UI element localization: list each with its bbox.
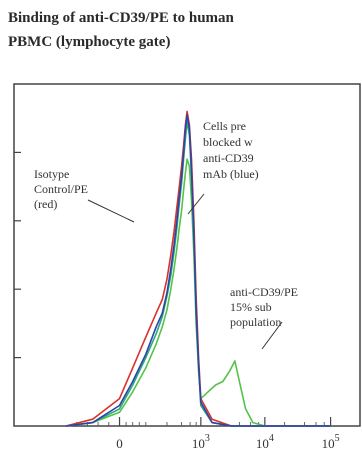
x-tick-label: 103 bbox=[192, 433, 210, 451]
annotation-text: Isotype bbox=[34, 167, 69, 181]
series-line bbox=[65, 158, 331, 427]
x-tick-label: 105 bbox=[322, 433, 340, 451]
annotation-pointer bbox=[261, 321, 283, 350]
plot-frame bbox=[13, 83, 361, 427]
chart-title: Binding of anti-CD39/PE to human PBMC (l… bbox=[8, 6, 358, 54]
annotation-text: 15% sub bbox=[230, 300, 272, 314]
annotation-text: Control/PE bbox=[34, 182, 88, 196]
annotation-pointer bbox=[187, 193, 205, 215]
annotation-pointer bbox=[87, 199, 135, 223]
x-axis-ticks: 0 103 104 105 bbox=[76, 417, 340, 451]
series-layer bbox=[65, 110, 331, 427]
annotation-text: anti-CD39/PE bbox=[230, 285, 298, 299]
series-line bbox=[65, 114, 331, 427]
x-tick-label: 0 bbox=[116, 436, 123, 451]
annotation-text: (red) bbox=[34, 197, 57, 211]
annotation-text: mAb (blue) bbox=[203, 167, 259, 181]
y-axis-ticks bbox=[14, 151, 21, 359]
x-tick-label: 104 bbox=[256, 433, 274, 451]
annotation-text: anti-CD39 bbox=[203, 151, 254, 165]
annotation-text: population bbox=[230, 315, 281, 329]
chart-title-line-1: Binding of anti-CD39/PE to human bbox=[8, 10, 234, 26]
annotation-text: blocked w bbox=[203, 135, 253, 149]
annotation-text: Cells pre bbox=[203, 119, 246, 133]
series-line bbox=[65, 120, 331, 427]
chart-title-line-2: PBMC (lymphocyte gate) bbox=[8, 34, 171, 50]
series-line bbox=[65, 110, 331, 427]
